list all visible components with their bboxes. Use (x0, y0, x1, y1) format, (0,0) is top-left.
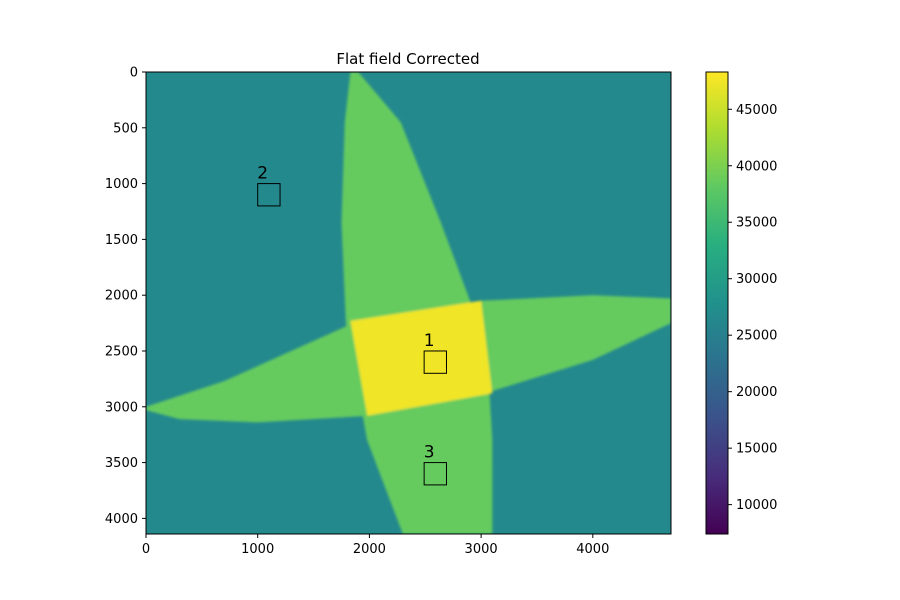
y-tick-label: 1500 (105, 233, 138, 248)
x-axis: 0 1000 2000 3000 4000 (142, 534, 609, 557)
y-axis: 0 500 1000 1500 2000 2500 3000 3500 4000 (105, 66, 146, 527)
colorbar-tick-label: 15000 (736, 442, 777, 457)
heatmap-plot-area (146, 72, 671, 534)
region-markers: 1 2 3 (257, 164, 447, 486)
region-box-1 (423, 350, 447, 374)
colorbar-tick-label: 10000 (736, 498, 777, 513)
region-box-3 (423, 462, 447, 486)
x-tick-label: 3000 (465, 542, 498, 557)
x-tick-label: 2000 (353, 542, 386, 557)
band-vertical (341, 72, 493, 534)
y-tick-label: 2500 (105, 344, 138, 359)
x-tick-label: 4000 (576, 542, 609, 557)
y-tick-label: 2000 (105, 289, 138, 304)
y-tick-label: 0 (130, 66, 138, 81)
colorbar-tick-label: 40000 (736, 159, 777, 174)
colorbar: 10000 15000 20000 25000 30000 35000 40000 45000 (705, 71, 777, 535)
y-tick-label: 3000 (105, 400, 138, 415)
y-tick-label: 1000 (105, 177, 138, 192)
colorbar-tick-label: 20000 (736, 385, 777, 400)
y-tick-label: 4000 (105, 512, 138, 527)
region-label-3: 3 (424, 443, 435, 463)
x-tick-label: 1000 (241, 542, 274, 557)
colorbar-ticks: 10000 15000 20000 25000 30000 35000 40000 45000 (728, 103, 777, 513)
plot-frame (145, 71, 672, 535)
chart-title: Flat field Corrected (336, 50, 479, 68)
colorbar-tick-label: 35000 (736, 216, 777, 231)
region-label-2: 2 (257, 164, 268, 184)
region-box-2 (257, 183, 281, 207)
y-tick-label: 3500 (105, 456, 138, 471)
heatmap-bands (146, 72, 671, 534)
colorbar-tick-label: 25000 (736, 329, 777, 344)
band-overlap (350, 300, 493, 416)
region-label-1: 1 (424, 331, 435, 351)
y-tick-label: 500 (113, 121, 138, 136)
colorbar-tick-label: 30000 (736, 272, 777, 287)
colorbar-gradient (705, 71, 729, 535)
x-tick-label: 0 (142, 542, 150, 557)
colorbar-tick-label: 45000 (736, 103, 777, 118)
